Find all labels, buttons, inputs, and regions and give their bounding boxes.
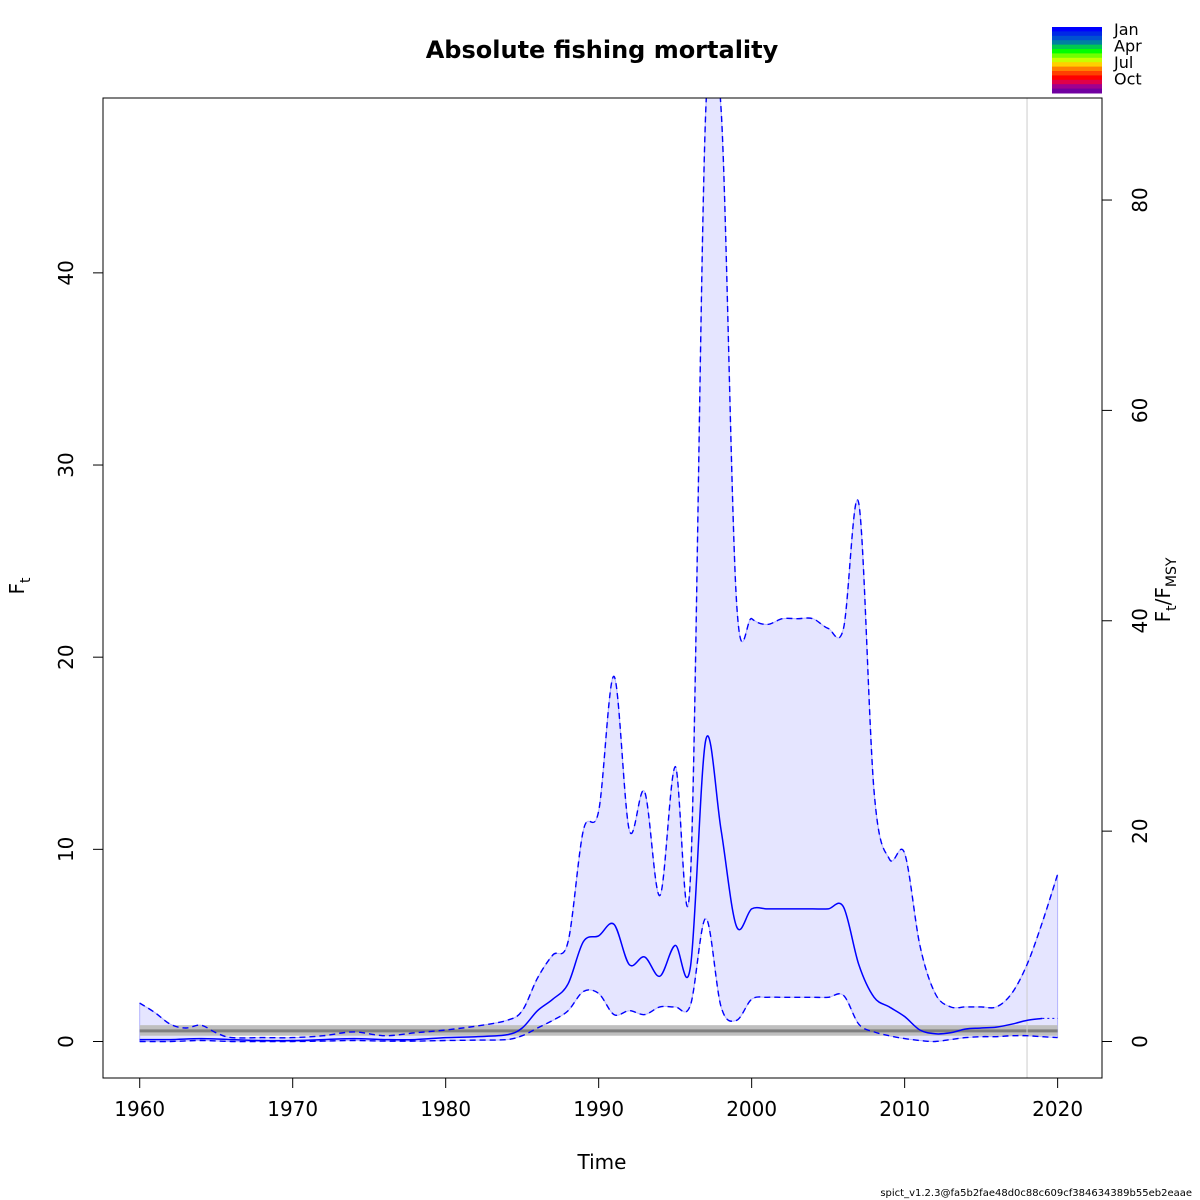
y-axis-label-sub: t bbox=[18, 577, 34, 583]
plot-area bbox=[139, 98, 1059, 1078]
legend-color-swatch bbox=[1052, 27, 1102, 32]
legend-month-label: Jul bbox=[1113, 53, 1133, 72]
x-tick-label: 2000 bbox=[726, 1097, 777, 1121]
x-axis: 1960 1970 1980 1990 2000 2010 2020 bbox=[114, 1077, 1083, 1121]
legend-color-swatch bbox=[1052, 84, 1102, 90]
legend-color-swatch bbox=[1052, 88, 1102, 94]
legend-month-label: Oct bbox=[1114, 70, 1142, 89]
footer-version: spict_v1.2.3@fa5b2fae48d0c88c609cf384634… bbox=[880, 1188, 1192, 1199]
legend-color-swatch bbox=[1052, 62, 1102, 68]
x-tick-label: 2020 bbox=[1032, 1097, 1083, 1121]
legend-month-label: Jan bbox=[1113, 20, 1139, 39]
y-right-tick-label: 40 bbox=[1128, 608, 1152, 633]
legend-color-swatch bbox=[1052, 40, 1102, 46]
x-tick-label: 1970 bbox=[267, 1097, 318, 1121]
legend-color-swatch bbox=[1052, 49, 1102, 54]
chart-title: Absolute fishing mortality bbox=[426, 36, 779, 64]
estimate-line bbox=[139, 735, 1043, 1042]
y-axis-label-right-main: F bbox=[1151, 611, 1175, 623]
y-right-tick-label: 0 bbox=[1128, 1035, 1152, 1048]
legend-color-swatch bbox=[1052, 71, 1102, 76]
legend-month-label: Apr bbox=[1114, 37, 1142, 56]
y-tick-label: 10 bbox=[54, 837, 78, 862]
y-axis-label-left: Ft bbox=[5, 577, 34, 595]
y-tick-label: 40 bbox=[54, 260, 78, 285]
legend-color-swatch bbox=[1052, 57, 1102, 63]
y-right-tick-label: 60 bbox=[1128, 398, 1152, 423]
y-axis-label-right-sub2: MSY bbox=[1164, 557, 1180, 587]
legend-color-swatch bbox=[1052, 44, 1102, 50]
legend-color-swatch bbox=[1052, 75, 1102, 81]
legend-color-swatch bbox=[1052, 35, 1102, 41]
x-axis-label: Time bbox=[577, 1150, 627, 1174]
legend-color-swatch bbox=[1052, 53, 1102, 59]
legend-color-swatch bbox=[1052, 66, 1102, 72]
confidence-band bbox=[139, 98, 1059, 1043]
legend-color-swatch bbox=[1052, 79, 1102, 85]
y-axis-label-right-sub1: t bbox=[1164, 605, 1180, 611]
y-axis-right: 0 20 40 60 80 bbox=[1101, 187, 1152, 1048]
x-tick-label: 1960 bbox=[114, 1097, 165, 1121]
y-tick-label: 30 bbox=[54, 452, 78, 477]
y-axis-label-right: Ft/FMSY bbox=[1151, 557, 1180, 622]
y-tick-label: 0 bbox=[54, 1035, 78, 1048]
y-axis-label-main: F bbox=[5, 583, 29, 595]
y-right-tick-label: 80 bbox=[1128, 187, 1152, 212]
y-tick-label: 20 bbox=[54, 644, 78, 669]
y-right-tick-label: 20 bbox=[1128, 818, 1152, 843]
x-tick-label: 1990 bbox=[573, 1097, 624, 1121]
lower-ci-line bbox=[139, 917, 1058, 1043]
y-axis-left: 0 10 20 30 40 bbox=[54, 260, 104, 1048]
upper-ci-line bbox=[139, 98, 1059, 1039]
legend-color-swatch bbox=[1052, 31, 1102, 37]
x-tick-label: 1980 bbox=[420, 1097, 471, 1121]
x-tick-label: 2010 bbox=[879, 1097, 930, 1121]
y-axis-label-right-sep: /F bbox=[1151, 587, 1175, 605]
